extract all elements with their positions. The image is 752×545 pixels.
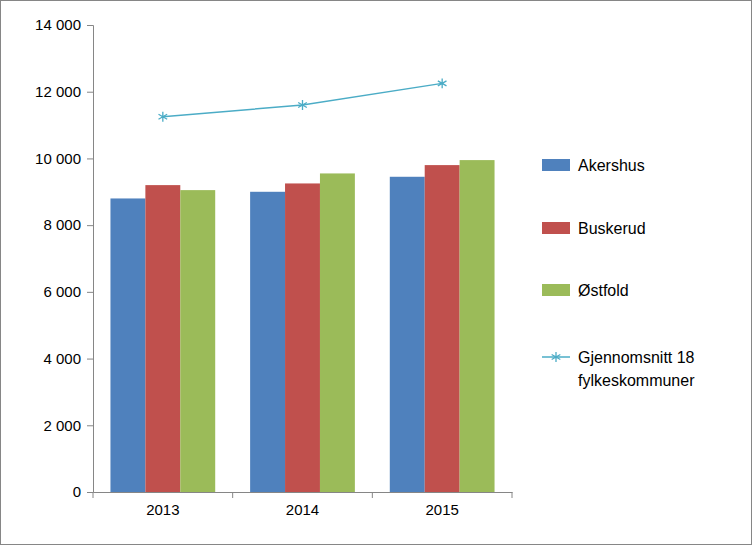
x-tick: 2014 [286, 492, 319, 518]
y-axis-line [87, 26, 94, 493]
y-tick-mark [87, 492, 93, 493]
bar-series [180, 160, 494, 492]
legend-label: Buskerud [578, 220, 646, 237]
x-tick: 2013 [146, 492, 179, 518]
legend-swatch [542, 284, 570, 296]
line-marker [159, 112, 168, 122]
y-tick-mark [87, 359, 93, 360]
category-divider [372, 492, 373, 498]
bar [180, 190, 215, 492]
x-tick-label: 2015 [425, 501, 458, 518]
y-axis: 0 2 000 4 000 6 000 8 000 10 000 12 000 14 000 [35, 16, 93, 500]
y-tick-label: 10 000 [35, 150, 81, 167]
y-tick: 0 [73, 483, 93, 500]
line-marker [298, 100, 307, 110]
y-tick: 12 000 [35, 83, 93, 100]
y-tick-mark [87, 292, 93, 293]
y-tick: 4 000 [43, 350, 93, 367]
y-tick: 8 000 [43, 216, 93, 233]
bar [250, 192, 285, 492]
bar [425, 165, 460, 492]
chart-border [1, 1, 752, 545]
legend-label: Østfold [578, 282, 629, 299]
line-series [159, 78, 447, 121]
legend-item: Gjennomsnitt 18 fylkeskommuner [542, 349, 699, 389]
y-tick: 2 000 [43, 417, 93, 434]
y-tick-label: 12 000 [35, 83, 81, 100]
legend-item: Buskerud [542, 220, 646, 237]
bar-series [145, 165, 459, 492]
y-tick-label: 14 000 [35, 16, 81, 33]
line [163, 83, 442, 116]
legend-label: Akershus [578, 157, 645, 174]
legend-swatch [542, 222, 570, 234]
plot: 0 2 000 4 000 6 000 8 000 10 000 12 000 14 000 2… [35, 16, 512, 517]
x-tick: 2015 [425, 492, 458, 518]
y-tick: 14 000 [35, 16, 93, 33]
category-divider [93, 492, 94, 498]
category-divider [232, 492, 233, 498]
marks [110, 78, 494, 492]
bar [285, 183, 320, 492]
chart: 0 2 000 4 000 6 000 8 000 10 000 12 000 14 000 2… [0, 0, 752, 545]
y-tick-label: 4 000 [43, 350, 81, 367]
y-tick-label: 6 000 [43, 283, 81, 300]
y-tick-mark [87, 225, 93, 226]
bar [460, 160, 495, 492]
bar [390, 177, 425, 492]
legend-label: Gjennomsnitt 18 fylkeskommuner [578, 349, 699, 389]
y-tick-mark [87, 425, 93, 426]
bar [320, 173, 355, 492]
y-tick-mark [87, 25, 93, 26]
category-divider [512, 492, 513, 498]
y-tick-mark [87, 92, 93, 93]
legend-marker [552, 352, 561, 362]
legend-swatch [542, 159, 570, 171]
bar [145, 185, 180, 492]
y-tick: 10 000 [35, 150, 93, 167]
legend-item: Akershus [542, 157, 645, 174]
y-tick-label: 0 [73, 483, 81, 500]
line-marker [438, 78, 447, 88]
y-tick-mark [87, 158, 93, 159]
x-tick-label: 2014 [286, 501, 319, 518]
bar [110, 198, 145, 492]
x-axis: 2013 2014 2015 [93, 492, 513, 518]
x-tick-label: 2013 [146, 501, 179, 518]
legend-item: Østfold [542, 282, 629, 299]
bar-series [110, 177, 424, 492]
y-tick-label: 2 000 [43, 417, 81, 434]
x-axis-line [94, 492, 513, 493]
y-tick-label: 8 000 [43, 216, 81, 233]
y-tick: 6 000 [43, 283, 93, 300]
legend: Akershus Buskerud Østfold Gjennomsnitt 18 f… [542, 157, 699, 389]
